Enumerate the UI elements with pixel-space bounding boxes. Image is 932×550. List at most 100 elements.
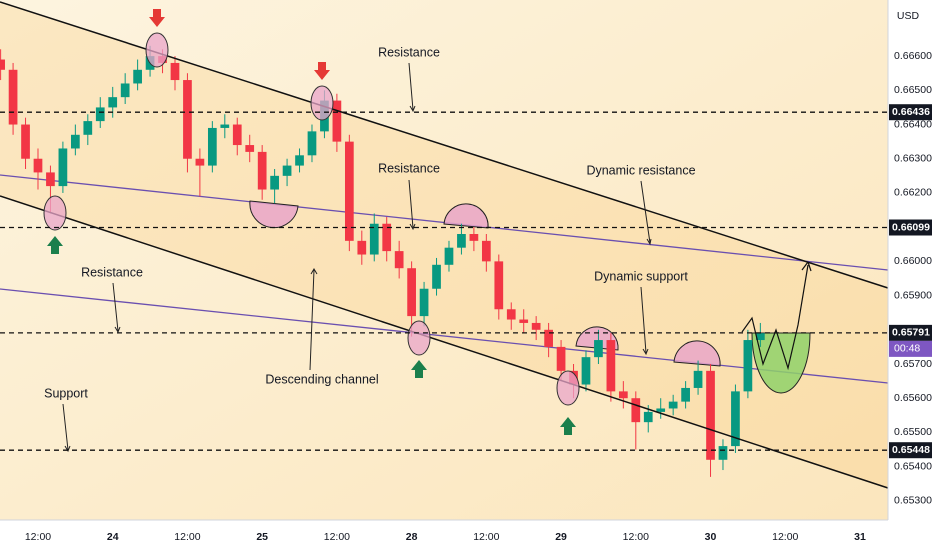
- annotation: Dynamic resistance: [586, 163, 695, 177]
- y-tick-label: 0.65700: [894, 358, 932, 370]
- candle-body: [457, 234, 466, 248]
- candle-body: [108, 97, 118, 108]
- candle-body: [369, 223, 379, 255]
- currency-label: USD: [897, 10, 920, 22]
- candle-body: [506, 309, 516, 320]
- plot-background: [0, 0, 888, 520]
- level-label-box: [889, 219, 932, 236]
- candle-body: [494, 261, 504, 310]
- x-tick-label: 12:00: [25, 531, 51, 543]
- candle-body: [21, 124, 30, 159]
- x-tick-label: 12:00: [324, 531, 350, 543]
- x-tick-label: 29: [555, 531, 567, 543]
- up-arrow: [47, 236, 63, 254]
- down-arrow: [314, 62, 330, 80]
- candle-body: [444, 247, 454, 265]
- y-tick-label: 0.66000: [894, 255, 932, 267]
- up-arrow: [560, 417, 576, 435]
- x-tick-label: 25: [256, 531, 268, 543]
- x-tick-label: 28: [406, 531, 418, 543]
- candle-body: [419, 288, 429, 317]
- candle-body: [631, 398, 641, 423]
- pivot-circle: [407, 320, 431, 356]
- x-tick-label: 12:00: [174, 531, 200, 543]
- candle-body: [382, 223, 392, 252]
- candle-body: [718, 446, 728, 460]
- candle-body: [195, 158, 205, 166]
- candle-body: [618, 391, 628, 399]
- candle-body: [344, 141, 354, 241]
- pivot-circle: [310, 85, 334, 121]
- annotation: Dynamic support: [594, 269, 688, 283]
- x-tick-label: 12:00: [772, 531, 798, 543]
- candle-body: [307, 131, 317, 156]
- y-tick-label: 0.65400: [894, 460, 932, 472]
- candle-body: [46, 172, 55, 187]
- candle-body: [257, 151, 267, 190]
- candle-body: [544, 329, 553, 347]
- pivot-circle: [556, 370, 580, 406]
- candle-body: [755, 333, 765, 341]
- candle-body: [643, 411, 653, 423]
- annotation: Support: [44, 386, 88, 400]
- candle-body: [170, 62, 180, 81]
- candle-body: [220, 124, 230, 128]
- drawings-over: Resistance Resistance Resistance Dynamic…: [0, 1, 889, 489]
- candle-body: [531, 322, 541, 330]
- candle-body: [432, 264, 441, 289]
- candle-body: [743, 340, 753, 392]
- up-arrow: [411, 360, 427, 378]
- channel-fill: [0, 2, 888, 488]
- level-label-box: [889, 324, 932, 341]
- candle-body: [295, 155, 304, 166]
- axis-labels: 0.653000.654000.655000.656000.657000.658…: [25, 50, 932, 543]
- channel-bottom: [0, 195, 889, 489]
- pivot-circle: [43, 195, 67, 231]
- half-circle: [673, 340, 721, 367]
- annotation: Resistance: [378, 45, 440, 59]
- candle-body: [556, 346, 566, 371]
- level-label-box: [889, 442, 932, 459]
- candle-body: [70, 134, 80, 149]
- candle-body: [731, 391, 740, 447]
- y-tick-label: 0.66500: [894, 84, 932, 96]
- candle-body: [8, 69, 18, 125]
- half-circle: [443, 203, 489, 229]
- y-tick-label: 0.66400: [894, 118, 932, 130]
- down-arrow: [149, 9, 165, 27]
- dynamic-support-line: [0, 288, 889, 384]
- candle-body: [469, 234, 479, 241]
- candle-body: [207, 127, 217, 166]
- candle-body: [668, 401, 678, 409]
- y-tick-label: 0.66200: [894, 187, 932, 199]
- x-tick-label: 12:00: [623, 531, 649, 543]
- candle-body: [33, 158, 43, 173]
- candle-body: [581, 357, 591, 385]
- annotation: Resistance: [81, 265, 143, 279]
- level-label: 0.65448: [892, 444, 930, 456]
- candle-body: [120, 83, 130, 98]
- candle-body: [519, 319, 529, 323]
- candle-body: [232, 124, 242, 146]
- candle-body: [270, 175, 279, 190]
- pivot-circle: [145, 32, 169, 68]
- countdown-box: [889, 340, 932, 357]
- x-tick-label: 24: [107, 531, 119, 543]
- projection-arrowhead: [801, 261, 812, 272]
- level-label: 0.66436: [892, 106, 930, 118]
- candle-body: [0, 59, 5, 70]
- candle-body: [693, 370, 703, 388]
- projection-bowl: [751, 332, 811, 394]
- x-tick-label: 12:00: [473, 531, 499, 543]
- candle-body: [83, 121, 93, 135]
- candle-body: [183, 80, 192, 159]
- candle-body: [95, 107, 105, 122]
- level-label: 0.65791: [892, 327, 930, 339]
- candle-body: [656, 408, 666, 412]
- pointers: [62, 62, 652, 453]
- projection-path: [741, 264, 809, 371]
- y-tick-label: 0.65600: [894, 392, 932, 404]
- countdown: 00:48: [894, 343, 920, 355]
